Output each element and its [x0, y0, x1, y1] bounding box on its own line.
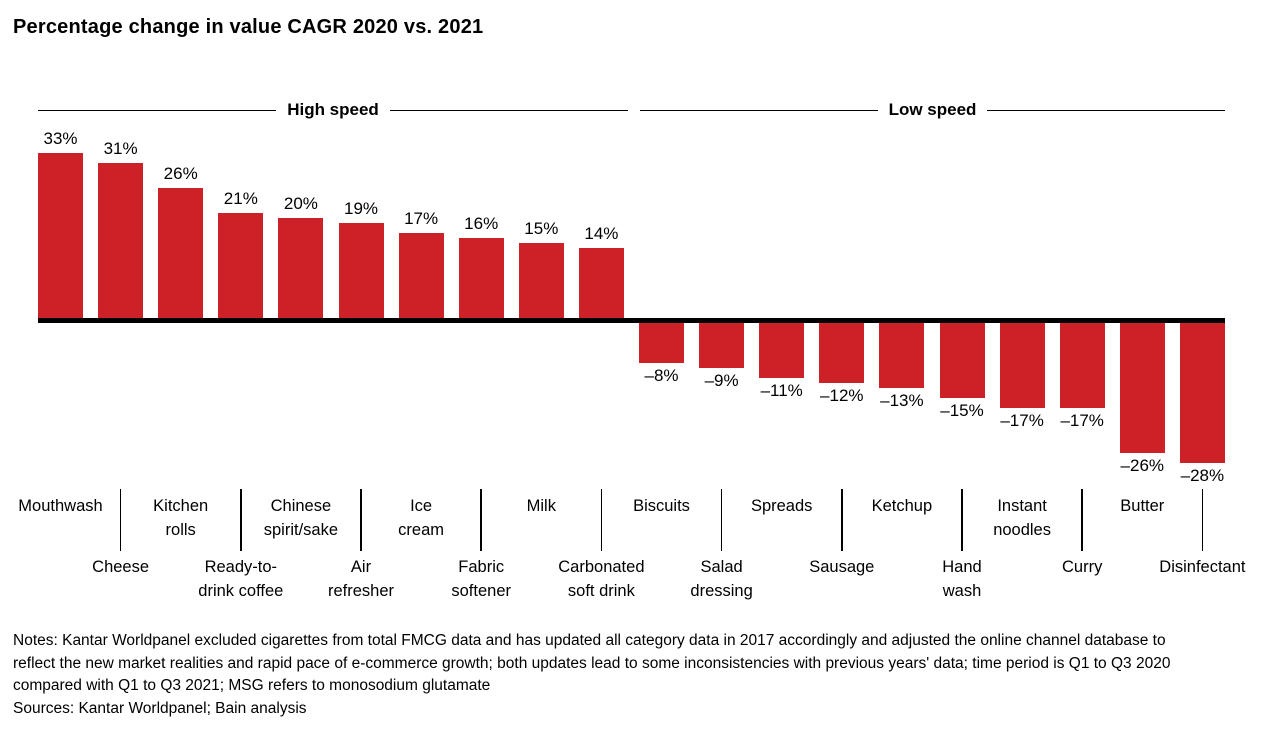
- leader-line: [720, 489, 723, 551]
- bar: [699, 322, 745, 368]
- leader-line: [360, 489, 362, 551]
- x-axis-baseline: [38, 318, 1225, 323]
- bar-value-label: –15%: [940, 400, 984, 420]
- bar-value-label: –17%: [1000, 410, 1044, 430]
- group-label-low-speed: Low speed: [888, 100, 977, 119]
- group-header-high-speed: High speed: [38, 100, 628, 119]
- bar: [819, 322, 865, 383]
- leader-line: [841, 489, 843, 551]
- bar: [98, 163, 144, 318]
- category-label: Carbonated soft drink: [558, 558, 645, 600]
- bar-value-label: –9%: [704, 370, 739, 390]
- bar-value-label: 31%: [103, 139, 138, 158]
- bar-value-label: –26%: [1120, 455, 1165, 475]
- bar-value-label: 15%: [524, 219, 559, 238]
- category-label: Air refresher: [327, 558, 395, 600]
- bar: [158, 188, 204, 318]
- bar-value-label: 17%: [404, 209, 439, 228]
- category-label: Hand wash: [942, 558, 982, 600]
- group-label-high-speed: High speed: [287, 100, 379, 119]
- category-label: Mouthwash: [18, 497, 103, 515]
- bar: [338, 223, 384, 318]
- bar-value-label: –28%: [1180, 465, 1225, 485]
- bar-value-label: 14%: [584, 224, 619, 243]
- category-label: Fabric softener: [451, 558, 511, 600]
- bar: [278, 218, 324, 318]
- bar: [458, 238, 504, 318]
- bar: [1179, 322, 1225, 463]
- category-label: Ice cream: [398, 497, 445, 539]
- bar: [1119, 322, 1165, 453]
- category-label: Chinese spirit/sake: [263, 497, 339, 539]
- bar: [639, 322, 684, 363]
- notes-text: Notes: Kantar Worldpanel excluded cigare…: [13, 632, 1171, 694]
- bar-value-label: –8%: [644, 365, 679, 385]
- bar-value-label: 16%: [464, 214, 499, 233]
- category-label: Biscuits: [633, 497, 690, 515]
- category-label: Butter: [1120, 497, 1165, 515]
- rule-line: [389, 109, 628, 111]
- bar-value-label: –11%: [760, 380, 803, 400]
- bar-value-label: –12%: [820, 385, 864, 405]
- category-label: Ketchup: [871, 497, 933, 515]
- bar-value-label: 20%: [283, 194, 318, 213]
- bar: [518, 243, 564, 318]
- category-label: Salad dressing: [690, 558, 753, 600]
- bar-value-label: –17%: [1060, 410, 1104, 430]
- bar: [38, 153, 83, 318]
- leader-line: [480, 489, 482, 551]
- bar: [759, 322, 805, 378]
- leader-line: [119, 489, 122, 551]
- notes-block: Notes: Kantar Worldpanel excluded cigare…: [13, 630, 1205, 720]
- category-label: Sausage: [809, 558, 875, 576]
- rule-line: [640, 109, 878, 111]
- category-label: Kitchen rolls: [153, 497, 209, 539]
- category-label: Instant noodles: [993, 497, 1051, 539]
- bar-value-label: –13%: [880, 390, 924, 410]
- bar-value-label: 19%: [343, 199, 379, 218]
- bar: [1059, 322, 1105, 408]
- category-label: Milk: [526, 497, 556, 515]
- category-label: Disinfectant: [1159, 558, 1246, 576]
- leader-line: [1081, 489, 1083, 551]
- leader-line: [240, 489, 242, 551]
- category-label: Curry: [1062, 558, 1103, 576]
- bar: [999, 322, 1045, 408]
- leader-line: [961, 489, 963, 551]
- category-label: Ready-to- drink coffee: [198, 558, 284, 600]
- sources-text: Sources: Kantar Worldpanel; Bain analysi…: [13, 699, 307, 717]
- bar: [398, 233, 444, 318]
- bar-value-label: 26%: [163, 164, 198, 183]
- bar: [218, 213, 264, 318]
- category-label: Spreads: [750, 497, 813, 515]
- bar: [939, 322, 985, 398]
- rule-line: [987, 109, 1226, 111]
- bar-value-label: 33%: [43, 129, 78, 148]
- group-header-low-speed: Low speed: [640, 100, 1226, 119]
- bar: [578, 248, 624, 318]
- bar-value-label: 21%: [223, 189, 258, 208]
- chart-title: Percentage change in value CAGR 2020 vs.…: [13, 16, 484, 38]
- bar: [879, 322, 925, 388]
- rule-line: [38, 109, 277, 111]
- category-label: Cheese: [92, 558, 150, 576]
- leader-line: [600, 489, 603, 551]
- leader-line: [1201, 489, 1204, 551]
